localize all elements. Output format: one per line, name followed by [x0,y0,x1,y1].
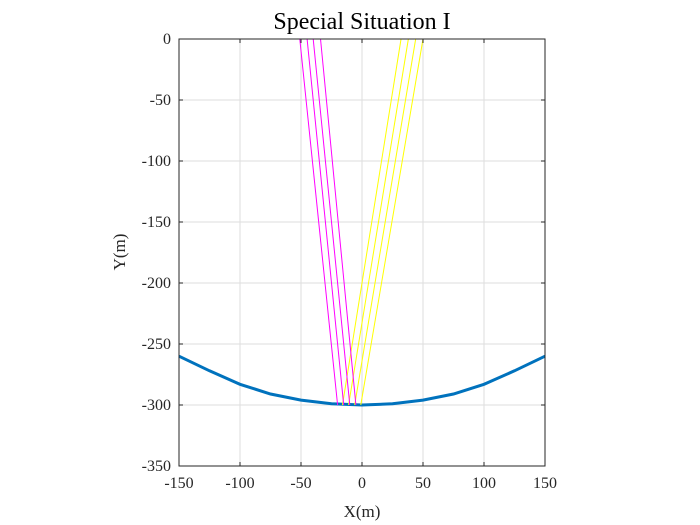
x-tick-label: 150 [533,475,557,492]
chart-title: Special Situation I [273,9,450,35]
y-tick-labels: 0 -50 -100 -150 -200 -250 -300 -350 [142,31,171,475]
x-tick-labels: -150 -100 -50 0 50 100 150 [164,475,557,492]
x-tick-label: -50 [290,475,311,492]
y-tick-label: -250 [142,336,171,353]
x-tick-label: -150 [164,475,193,492]
x-tick-label: 0 [358,475,366,492]
x-tick-label: -100 [225,475,254,492]
ray-layer [299,38,424,406]
y-tick-label: -350 [142,458,171,475]
magenta-ray [312,38,351,406]
magenta-ray [320,38,357,406]
y-tick-label: 0 [163,31,171,48]
y-axis-label: Y(m) [110,234,129,271]
tick-marks [178,38,546,467]
x-axis-label: X(m) [344,502,381,521]
y-tick-label: -200 [142,275,171,292]
y-tick-label: -150 [142,214,171,231]
magenta-ray [299,38,339,406]
y-tick-label: -300 [142,397,171,414]
y-tick-label: -50 [150,92,171,109]
reflector-curve [178,354,546,407]
x-tick-label: 100 [472,475,496,492]
magenta-ray [306,38,345,406]
yellow-ray [354,38,417,406]
y-tick-label: -100 [142,153,171,170]
yellow-ray [341,38,402,406]
yellow-ray [360,38,424,406]
x-tick-label: 50 [415,475,431,492]
reflector-curve-layer [178,354,546,407]
yellow-ray [348,38,409,406]
